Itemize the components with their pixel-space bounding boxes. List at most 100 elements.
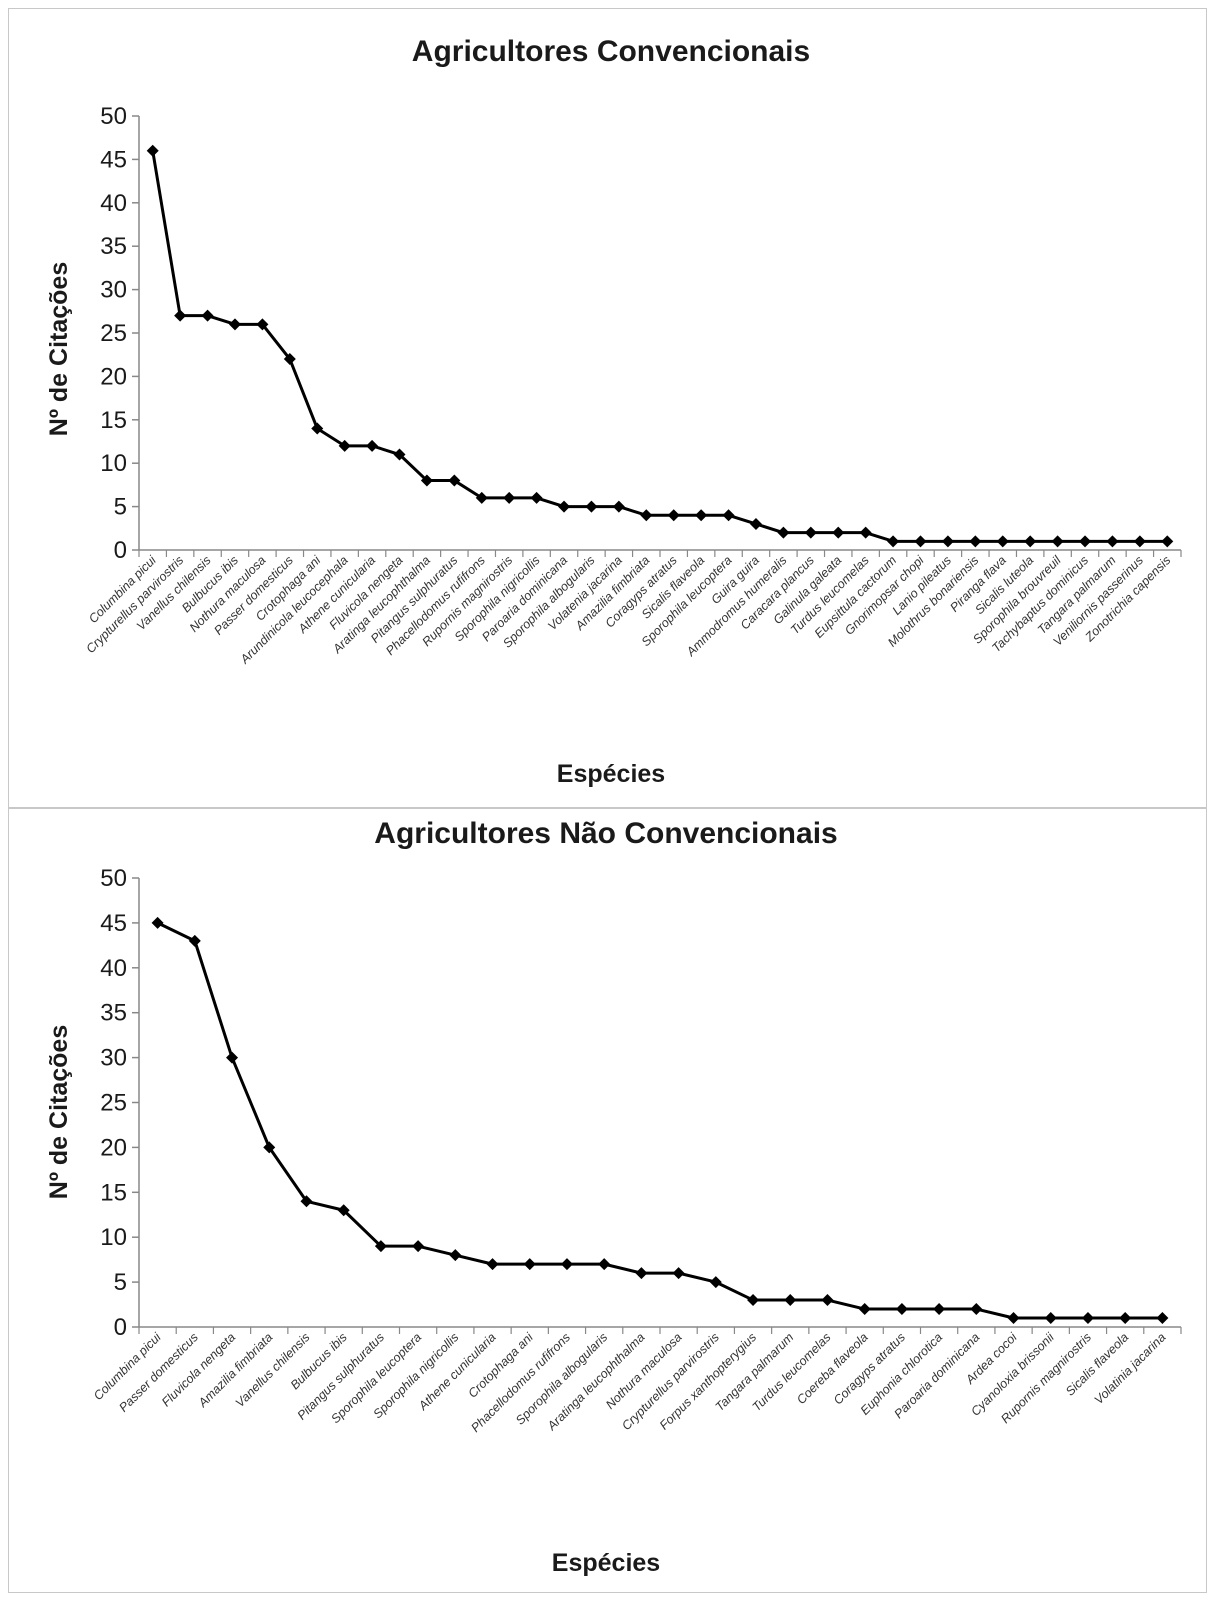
y-tick-label: 10 xyxy=(100,1224,127,1251)
data-point xyxy=(667,509,680,522)
data-point xyxy=(174,309,187,322)
data-point xyxy=(887,535,900,548)
data-point xyxy=(475,491,488,504)
data-point xyxy=(366,439,379,452)
x-tick-label: Crotophaga ani xyxy=(466,1329,537,1400)
data-point xyxy=(374,1240,387,1253)
y-tick-label: 20 xyxy=(100,363,127,390)
y-tick-label: 30 xyxy=(100,277,127,304)
data-point xyxy=(709,1276,722,1289)
chart-title: Agricultores Convencionais xyxy=(412,35,810,68)
data-point xyxy=(503,491,516,504)
x-tick-label: Columbina picui xyxy=(91,1329,165,1403)
data-point xyxy=(1007,1312,1020,1325)
data-point xyxy=(283,353,296,366)
y-tick-label: 50 xyxy=(100,103,127,130)
y-tick-label: 40 xyxy=(100,955,127,982)
data-point xyxy=(338,439,351,452)
data-point xyxy=(201,309,214,322)
x-axis-title: Espécies xyxy=(552,1549,660,1577)
data-point xyxy=(1024,535,1037,548)
data-point xyxy=(228,318,241,331)
data-point xyxy=(530,491,543,504)
data-point xyxy=(821,1294,834,1307)
data-point xyxy=(486,1258,499,1271)
y-tick-label: 5 xyxy=(114,494,127,521)
data-point xyxy=(585,500,598,513)
data-point xyxy=(1119,1312,1132,1325)
data-point xyxy=(612,500,625,513)
data-point xyxy=(226,1051,239,1064)
x-axis-title: Espécies xyxy=(557,760,665,788)
data-point xyxy=(695,509,708,522)
y-tick-label: 50 xyxy=(100,865,127,892)
data-point xyxy=(895,1303,908,1316)
y-tick-label: 30 xyxy=(100,1045,127,1072)
data-point xyxy=(749,517,762,530)
data-point xyxy=(859,526,872,539)
data-point xyxy=(941,535,954,548)
data-point xyxy=(188,934,201,947)
y-tick-label: 20 xyxy=(100,1134,127,1161)
data-point xyxy=(300,1195,313,1208)
data-point xyxy=(996,535,1009,548)
line-chart-nao-convencionais: Agricultores Não Convencionais Espécies … xyxy=(45,817,1182,1577)
data-point xyxy=(1133,535,1146,548)
data-point xyxy=(412,1240,425,1253)
data-point xyxy=(558,500,571,513)
data-point xyxy=(1044,1312,1057,1325)
data-point xyxy=(970,1303,983,1316)
data-point xyxy=(523,1258,536,1271)
chart-title: Agricultores Não Convencionais xyxy=(374,817,837,850)
chart-panel-nao-convencionais: Agricultores Não Convencionais Espécies … xyxy=(8,808,1207,1593)
data-point xyxy=(832,526,845,539)
y-tick-label: 0 xyxy=(114,1314,127,1341)
y-tick-label: 25 xyxy=(100,320,127,347)
chart-panel-convencionais: Agricultores Convencionais Espécies Nº d… xyxy=(8,8,1207,808)
data-point xyxy=(311,422,324,435)
data-point xyxy=(914,535,927,548)
data-point xyxy=(804,526,817,539)
y-tick-label: 40 xyxy=(100,190,127,217)
x-tick-label: Volatinia jacarina xyxy=(1092,1330,1169,1407)
data-point xyxy=(263,1141,276,1154)
data-point xyxy=(1161,535,1174,548)
data-point xyxy=(448,474,461,487)
data-point xyxy=(560,1258,573,1271)
data-point xyxy=(1106,535,1119,548)
data-point xyxy=(747,1294,760,1307)
data-point xyxy=(722,509,735,522)
data-point xyxy=(151,916,164,929)
series-line xyxy=(151,150,1168,543)
data-point xyxy=(777,526,790,539)
y-tick-label: 35 xyxy=(100,233,127,260)
y-tick-label: 35 xyxy=(100,1000,127,1027)
y-tick-label: 45 xyxy=(100,146,127,173)
data-point xyxy=(256,318,269,331)
data-point xyxy=(933,1303,946,1316)
y-axis-title: Nº de Citações xyxy=(45,262,73,436)
data-point xyxy=(635,1267,648,1280)
data-point xyxy=(858,1303,871,1316)
y-tick-label: 25 xyxy=(100,1090,127,1117)
y-axis-title: Nº de Citações xyxy=(45,1025,73,1199)
data-point xyxy=(598,1258,611,1271)
data-point xyxy=(784,1294,797,1307)
series-line xyxy=(156,921,1163,1320)
data-point xyxy=(1156,1312,1169,1325)
data-point xyxy=(393,448,406,461)
y-tick-label: 5 xyxy=(114,1269,127,1296)
data-point xyxy=(672,1267,685,1280)
data-point xyxy=(969,535,982,548)
data-point xyxy=(449,1249,462,1262)
data-point xyxy=(420,474,433,487)
data-point xyxy=(640,509,653,522)
data-point xyxy=(1079,535,1092,548)
line-chart-convencionais: Agricultores Convencionais Espécies Nº d… xyxy=(45,35,1182,788)
data-point xyxy=(146,144,159,157)
y-tick-label: 15 xyxy=(100,1179,127,1206)
y-tick-label: 15 xyxy=(100,407,127,434)
y-tick-label: 0 xyxy=(114,537,127,564)
data-point xyxy=(1081,1312,1094,1325)
y-tick-label: 10 xyxy=(100,450,127,477)
